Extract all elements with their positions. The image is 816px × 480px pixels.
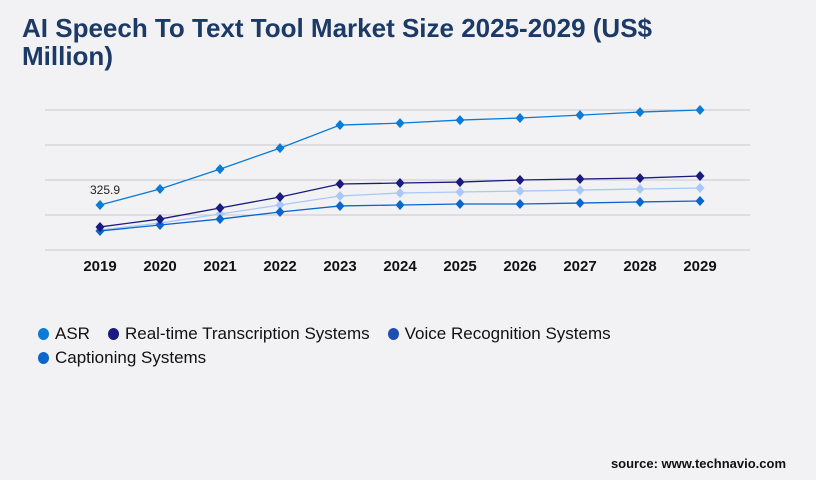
legend-label: ASR [55,324,90,343]
x-tick-label: 2023 [323,258,356,275]
data-point [335,191,345,202]
data-point [515,186,525,197]
data-point [275,207,285,218]
data-point [275,191,285,202]
data-point [275,143,285,154]
legend-marker-icon [38,328,49,340]
legend-label: Voice Recognition Systems [404,324,611,343]
x-tick-label: 2020 [143,258,176,275]
data-label: 325.9 [90,183,120,197]
x-tick-label: 2019 [83,258,116,275]
legend-item: Captioning Systems [38,346,206,370]
data-point [215,208,225,219]
legend: ASR Real-time Transcription Systems Voice … [38,322,718,370]
data-point [695,170,705,181]
data-point [695,105,705,115]
data-point [635,183,645,194]
data-point [515,113,525,124]
data-point [155,183,165,194]
data-point [575,174,585,185]
chart-title: AI Speech To Text Tool Market Size 2025-… [22,13,652,71]
data-point [395,178,405,189]
legend-marker-icon [387,328,399,340]
data-point [155,220,165,231]
data-point [635,173,645,184]
source-label: source: www.technavio.com [610,456,786,471]
data-point [635,196,645,207]
data-point [515,175,525,185]
data-point [695,195,705,206]
legend-label: Real-time Transcription Systems [124,324,370,343]
data-point [215,164,225,175]
x-tick-label: 2024 [383,258,417,275]
legend-item: Real-time Transcription Systems [107,322,370,346]
data-point [455,187,465,198]
data-point [215,203,225,214]
x-tick-label: 2028 [623,258,656,275]
data-point [455,115,465,126]
x-tick-label: 2029 [683,258,716,275]
data-point [515,199,525,210]
legend-item: ASR [38,322,90,346]
x-tick-label: 2021 [203,258,236,275]
legend-marker-icon [38,352,49,364]
x-tick-label: 2026 [503,258,536,275]
data-point [575,198,585,209]
data-point [395,199,405,210]
data-point [335,200,345,211]
legend-item: Voice Recognition Systems [387,322,611,346]
legend-marker-icon [107,328,119,340]
data-point [155,214,165,225]
data-point [635,107,645,118]
data-point [575,185,585,196]
data-point [695,183,705,194]
data-point [95,221,105,232]
data-point [395,187,405,198]
data-point [215,214,225,225]
x-tick-label: 2025 [443,258,476,275]
data-point [335,120,345,131]
x-tick-label: 2027 [563,258,596,275]
legend-label: Captioning Systems [55,348,207,367]
data-point [395,118,405,129]
data-point [455,199,465,210]
data-point [335,179,345,190]
data-point [455,177,465,188]
data-point [275,199,285,210]
data-point [575,110,585,121]
data-point [95,200,105,211]
x-tick-label: 2022 [263,258,296,275]
